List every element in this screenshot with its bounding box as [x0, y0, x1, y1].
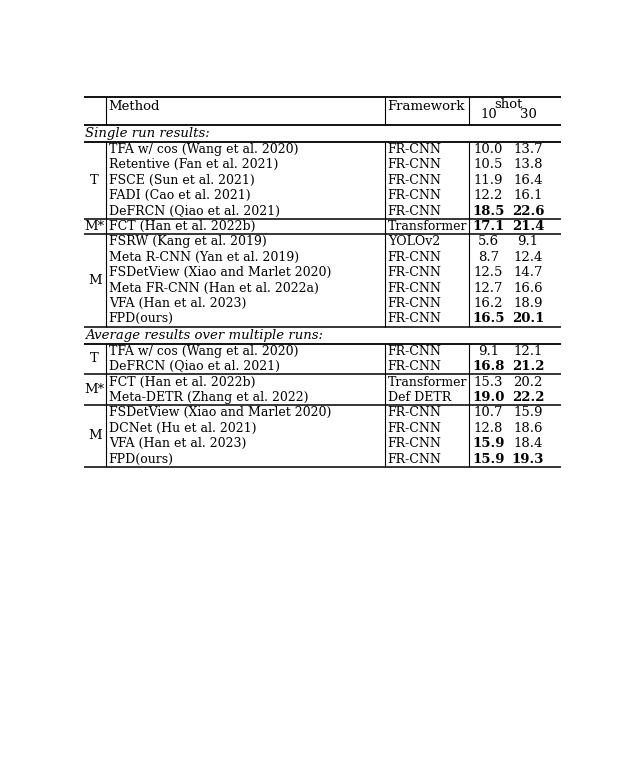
Text: Single run results:: Single run results: [85, 127, 210, 140]
Text: 8.7: 8.7 [478, 251, 499, 264]
Text: 13.8: 13.8 [513, 158, 543, 171]
Text: 15.3: 15.3 [474, 376, 503, 389]
Text: FR-CNN: FR-CNN [388, 437, 442, 450]
Text: Average results over multiple runs:: Average results over multiple runs: [85, 329, 323, 342]
Text: 16.1: 16.1 [513, 189, 543, 202]
Text: FR-CNN: FR-CNN [388, 158, 442, 171]
Text: T: T [90, 174, 99, 187]
Text: 12.1: 12.1 [513, 345, 543, 358]
Text: 12.2: 12.2 [474, 189, 503, 202]
Text: FR-CNN: FR-CNN [388, 453, 442, 466]
Text: VFA (Han et al. 2023): VFA (Han et al. 2023) [109, 297, 246, 310]
Text: 18.4: 18.4 [513, 437, 543, 450]
Text: shot: shot [494, 99, 522, 112]
Text: FR-CNN: FR-CNN [388, 251, 442, 264]
Text: FR-CNN: FR-CNN [388, 406, 442, 419]
Text: FR-CNN: FR-CNN [388, 174, 442, 187]
Text: 30: 30 [520, 108, 536, 121]
Text: M*: M* [84, 383, 105, 396]
Text: 18.5: 18.5 [472, 205, 504, 218]
Text: 20.2: 20.2 [513, 376, 543, 389]
Text: FADI (Cao et al. 2021): FADI (Cao et al. 2021) [109, 189, 250, 202]
Text: FR-CNN: FR-CNN [388, 205, 442, 218]
Text: Meta-DETR (Zhang et al. 2022): Meta-DETR (Zhang et al. 2022) [109, 391, 308, 404]
Text: FPD(ours): FPD(ours) [109, 312, 173, 325]
Text: DeFRCN (Qiao et al. 2021): DeFRCN (Qiao et al. 2021) [109, 360, 280, 373]
Text: 15.9: 15.9 [472, 453, 505, 466]
Text: 22.6: 22.6 [512, 205, 544, 218]
Text: Transformer: Transformer [388, 376, 467, 389]
Text: TFA w/ cos (Wang et al. 2020): TFA w/ cos (Wang et al. 2020) [109, 345, 298, 358]
Text: DeFRCN (Qiao et al. 2021): DeFRCN (Qiao et al. 2021) [109, 205, 280, 218]
Text: 22.2: 22.2 [512, 391, 544, 404]
Text: FSRW (Kang et al. 2019): FSRW (Kang et al. 2019) [109, 236, 266, 249]
Text: 10.7: 10.7 [474, 406, 503, 419]
Text: VFA (Han et al. 2023): VFA (Han et al. 2023) [109, 437, 246, 450]
Text: 12.7: 12.7 [474, 282, 503, 295]
Text: FSCE (Sun et al. 2021): FSCE (Sun et al. 2021) [109, 174, 255, 187]
Text: T: T [90, 353, 99, 366]
Text: Meta R-CNN (Yan et al. 2019): Meta R-CNN (Yan et al. 2019) [109, 251, 299, 264]
Text: 17.1: 17.1 [472, 220, 504, 233]
Text: FR-CNN: FR-CNN [388, 422, 442, 435]
Text: 10.0: 10.0 [474, 143, 503, 156]
Text: 10: 10 [480, 108, 497, 121]
Text: FSDetView (Xiao and Marlet 2020): FSDetView (Xiao and Marlet 2020) [109, 266, 331, 279]
Text: 9.1: 9.1 [517, 236, 538, 249]
Text: TFA w/ cos (Wang et al. 2020): TFA w/ cos (Wang et al. 2020) [109, 143, 298, 156]
Text: 19.3: 19.3 [512, 453, 544, 466]
Text: Framework: Framework [388, 100, 465, 113]
Text: 12.4: 12.4 [513, 251, 543, 264]
Text: 15.9: 15.9 [472, 437, 505, 450]
Text: 16.6: 16.6 [513, 282, 543, 295]
Text: 12.8: 12.8 [474, 422, 503, 435]
Text: 19.0: 19.0 [472, 391, 504, 404]
Text: 14.7: 14.7 [513, 266, 543, 279]
Text: 15.9: 15.9 [513, 406, 543, 419]
Text: FR-CNN: FR-CNN [388, 266, 442, 279]
Text: 16.4: 16.4 [513, 174, 543, 187]
Text: 5.6: 5.6 [478, 236, 499, 249]
Text: FR-CNN: FR-CNN [388, 345, 442, 358]
Text: 21.2: 21.2 [512, 360, 544, 373]
Text: FR-CNN: FR-CNN [388, 282, 442, 295]
Text: M: M [88, 274, 102, 287]
Text: Method: Method [109, 100, 160, 113]
Text: DCNet (Hu et al. 2021): DCNet (Hu et al. 2021) [109, 422, 256, 435]
Text: 16.5: 16.5 [472, 312, 505, 325]
Text: Def DETR: Def DETR [388, 391, 451, 404]
Text: 18.6: 18.6 [513, 422, 543, 435]
Text: FPD(ours): FPD(ours) [109, 453, 173, 466]
Text: 16.2: 16.2 [474, 297, 503, 310]
Text: 10.5: 10.5 [474, 158, 503, 171]
Text: FR-CNN: FR-CNN [388, 297, 442, 310]
Text: 20.1: 20.1 [512, 312, 544, 325]
Text: FR-CNN: FR-CNN [388, 143, 442, 156]
Text: 13.7: 13.7 [513, 143, 543, 156]
Text: 9.1: 9.1 [478, 345, 499, 358]
Text: YOLOv2: YOLOv2 [388, 236, 440, 249]
Text: 18.9: 18.9 [513, 297, 543, 310]
Text: M: M [88, 429, 102, 442]
Text: M*: M* [84, 220, 105, 233]
Text: FR-CNN: FR-CNN [388, 189, 442, 202]
Text: Transformer: Transformer [388, 220, 467, 233]
Text: Meta FR-CNN (Han et al. 2022a): Meta FR-CNN (Han et al. 2022a) [109, 282, 319, 295]
Text: FSDetView (Xiao and Marlet 2020): FSDetView (Xiao and Marlet 2020) [109, 406, 331, 419]
Text: FCT (Han et al. 2022b): FCT (Han et al. 2022b) [109, 220, 255, 233]
Text: 21.4: 21.4 [512, 220, 544, 233]
Text: 12.5: 12.5 [474, 266, 503, 279]
Text: 16.8: 16.8 [472, 360, 504, 373]
Text: FR-CNN: FR-CNN [388, 360, 442, 373]
Text: Retentive (Fan et al. 2021): Retentive (Fan et al. 2021) [109, 158, 278, 171]
Text: FR-CNN: FR-CNN [388, 312, 442, 325]
Text: FCT (Han et al. 2022b): FCT (Han et al. 2022b) [109, 376, 255, 389]
Text: 11.9: 11.9 [474, 174, 503, 187]
